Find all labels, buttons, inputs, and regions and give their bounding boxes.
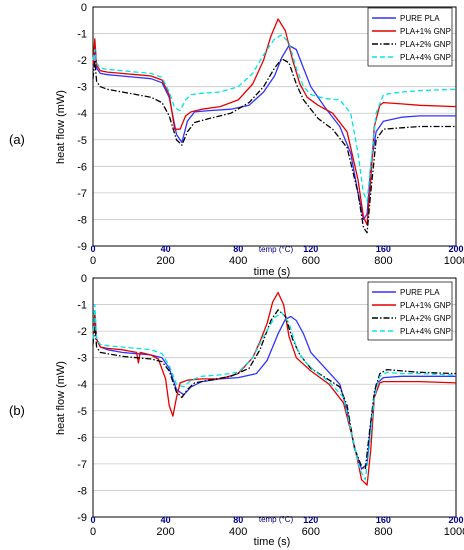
legend-label: PLA+4% GNP (400, 327, 451, 336)
series-line (92, 44, 456, 221)
y-tick-label: -8 (77, 214, 87, 226)
y-axis-label: heat flow (mW) (55, 361, 67, 435)
temp-tick-label: 160 (376, 515, 391, 525)
x-tick-label: 0 (90, 255, 96, 267)
legend-label: PURE PLA (400, 14, 440, 23)
y-tick-label: -3 (77, 82, 87, 94)
temp-tick-label: 200 (448, 515, 463, 525)
y-tick-label: -9 (77, 512, 87, 524)
plot-frame (92, 6, 457, 247)
x-tick-label: 200 (156, 255, 174, 267)
y-tick-label: -2 (77, 55, 87, 67)
y-tick-label: -6 (77, 432, 87, 444)
y-tick-label: -2 (77, 326, 87, 338)
x-tick-label: 800 (374, 255, 392, 267)
panel-a: (a) heat flow (mW) time (s) temp (°C) 0-… (9, 2, 464, 278)
x-tick-label: 400 (229, 526, 247, 538)
y-tick-label: -5 (77, 135, 87, 147)
x-tick-label: 0 (90, 526, 96, 538)
temp-tick-label: 200 (448, 244, 463, 254)
x-tick-label: 400 (229, 255, 247, 267)
y-axis-label: heat flow (mW) (55, 90, 67, 164)
y-tick-label: 0 (81, 2, 87, 14)
temp-axis-label: temp (°C) (259, 245, 294, 254)
x-axis-label: time (s) (254, 266, 291, 278)
y-tick-label: -7 (77, 188, 87, 200)
y-tick-label: -9 (77, 241, 87, 253)
y-tick-label: -3 (77, 353, 87, 365)
series-line (92, 58, 456, 234)
x-tick-label: 800 (374, 526, 392, 538)
y-tick-label: -5 (77, 406, 87, 418)
legend-label: PLA+1% GNP (400, 27, 451, 36)
temp-tick-label: 40 (161, 515, 171, 525)
y-tick-label: -1 (77, 300, 87, 312)
y-tick-label: -7 (77, 459, 87, 471)
panel-label: (a) (9, 132, 25, 147)
y-tick-label: -4 (77, 379, 87, 391)
x-tick-label: 600 (302, 526, 320, 538)
series-line (92, 18, 457, 226)
plot-frame (92, 277, 457, 518)
y-tick-label: 0 (81, 273, 87, 285)
y-tick-label: -8 (77, 485, 87, 497)
legend-label: PLA+2% GNP (400, 40, 451, 49)
panel-b: (b) heat flow (mW) time (s) temp (°C) 0-… (9, 273, 464, 548)
y-tick-label: -6 (77, 161, 87, 173)
temp-tick-label: 160 (376, 244, 391, 254)
temp-tick-label: 80 (233, 515, 243, 525)
temp-tick-label: 0 (90, 515, 95, 525)
legend-label: PLA+2% GNP (400, 314, 451, 323)
x-axis-label: time (s) (254, 536, 291, 548)
y-tick-label: -4 (77, 108, 87, 120)
temp-tick-label: 0 (90, 244, 95, 254)
series-line (92, 303, 457, 481)
legend-label: PURE PLA (400, 288, 440, 297)
temp-tick-label: 80 (233, 244, 243, 254)
panel-label: (b) (9, 403, 25, 418)
temp-tick-label: 120 (303, 244, 318, 254)
temp-tick-label: 120 (303, 515, 318, 525)
legend-label: PLA+4% GNP (400, 53, 451, 62)
legend-label: PLA+1% GNP (400, 301, 451, 310)
temp-tick-label: 40 (161, 244, 171, 254)
y-tick-label: -1 (77, 29, 87, 41)
series-line (92, 309, 457, 470)
series-line (92, 34, 457, 202)
x-tick-label: 200 (156, 526, 174, 538)
temp-axis-label: temp (°C) (259, 515, 294, 524)
x-tick-label: 600 (302, 255, 320, 267)
